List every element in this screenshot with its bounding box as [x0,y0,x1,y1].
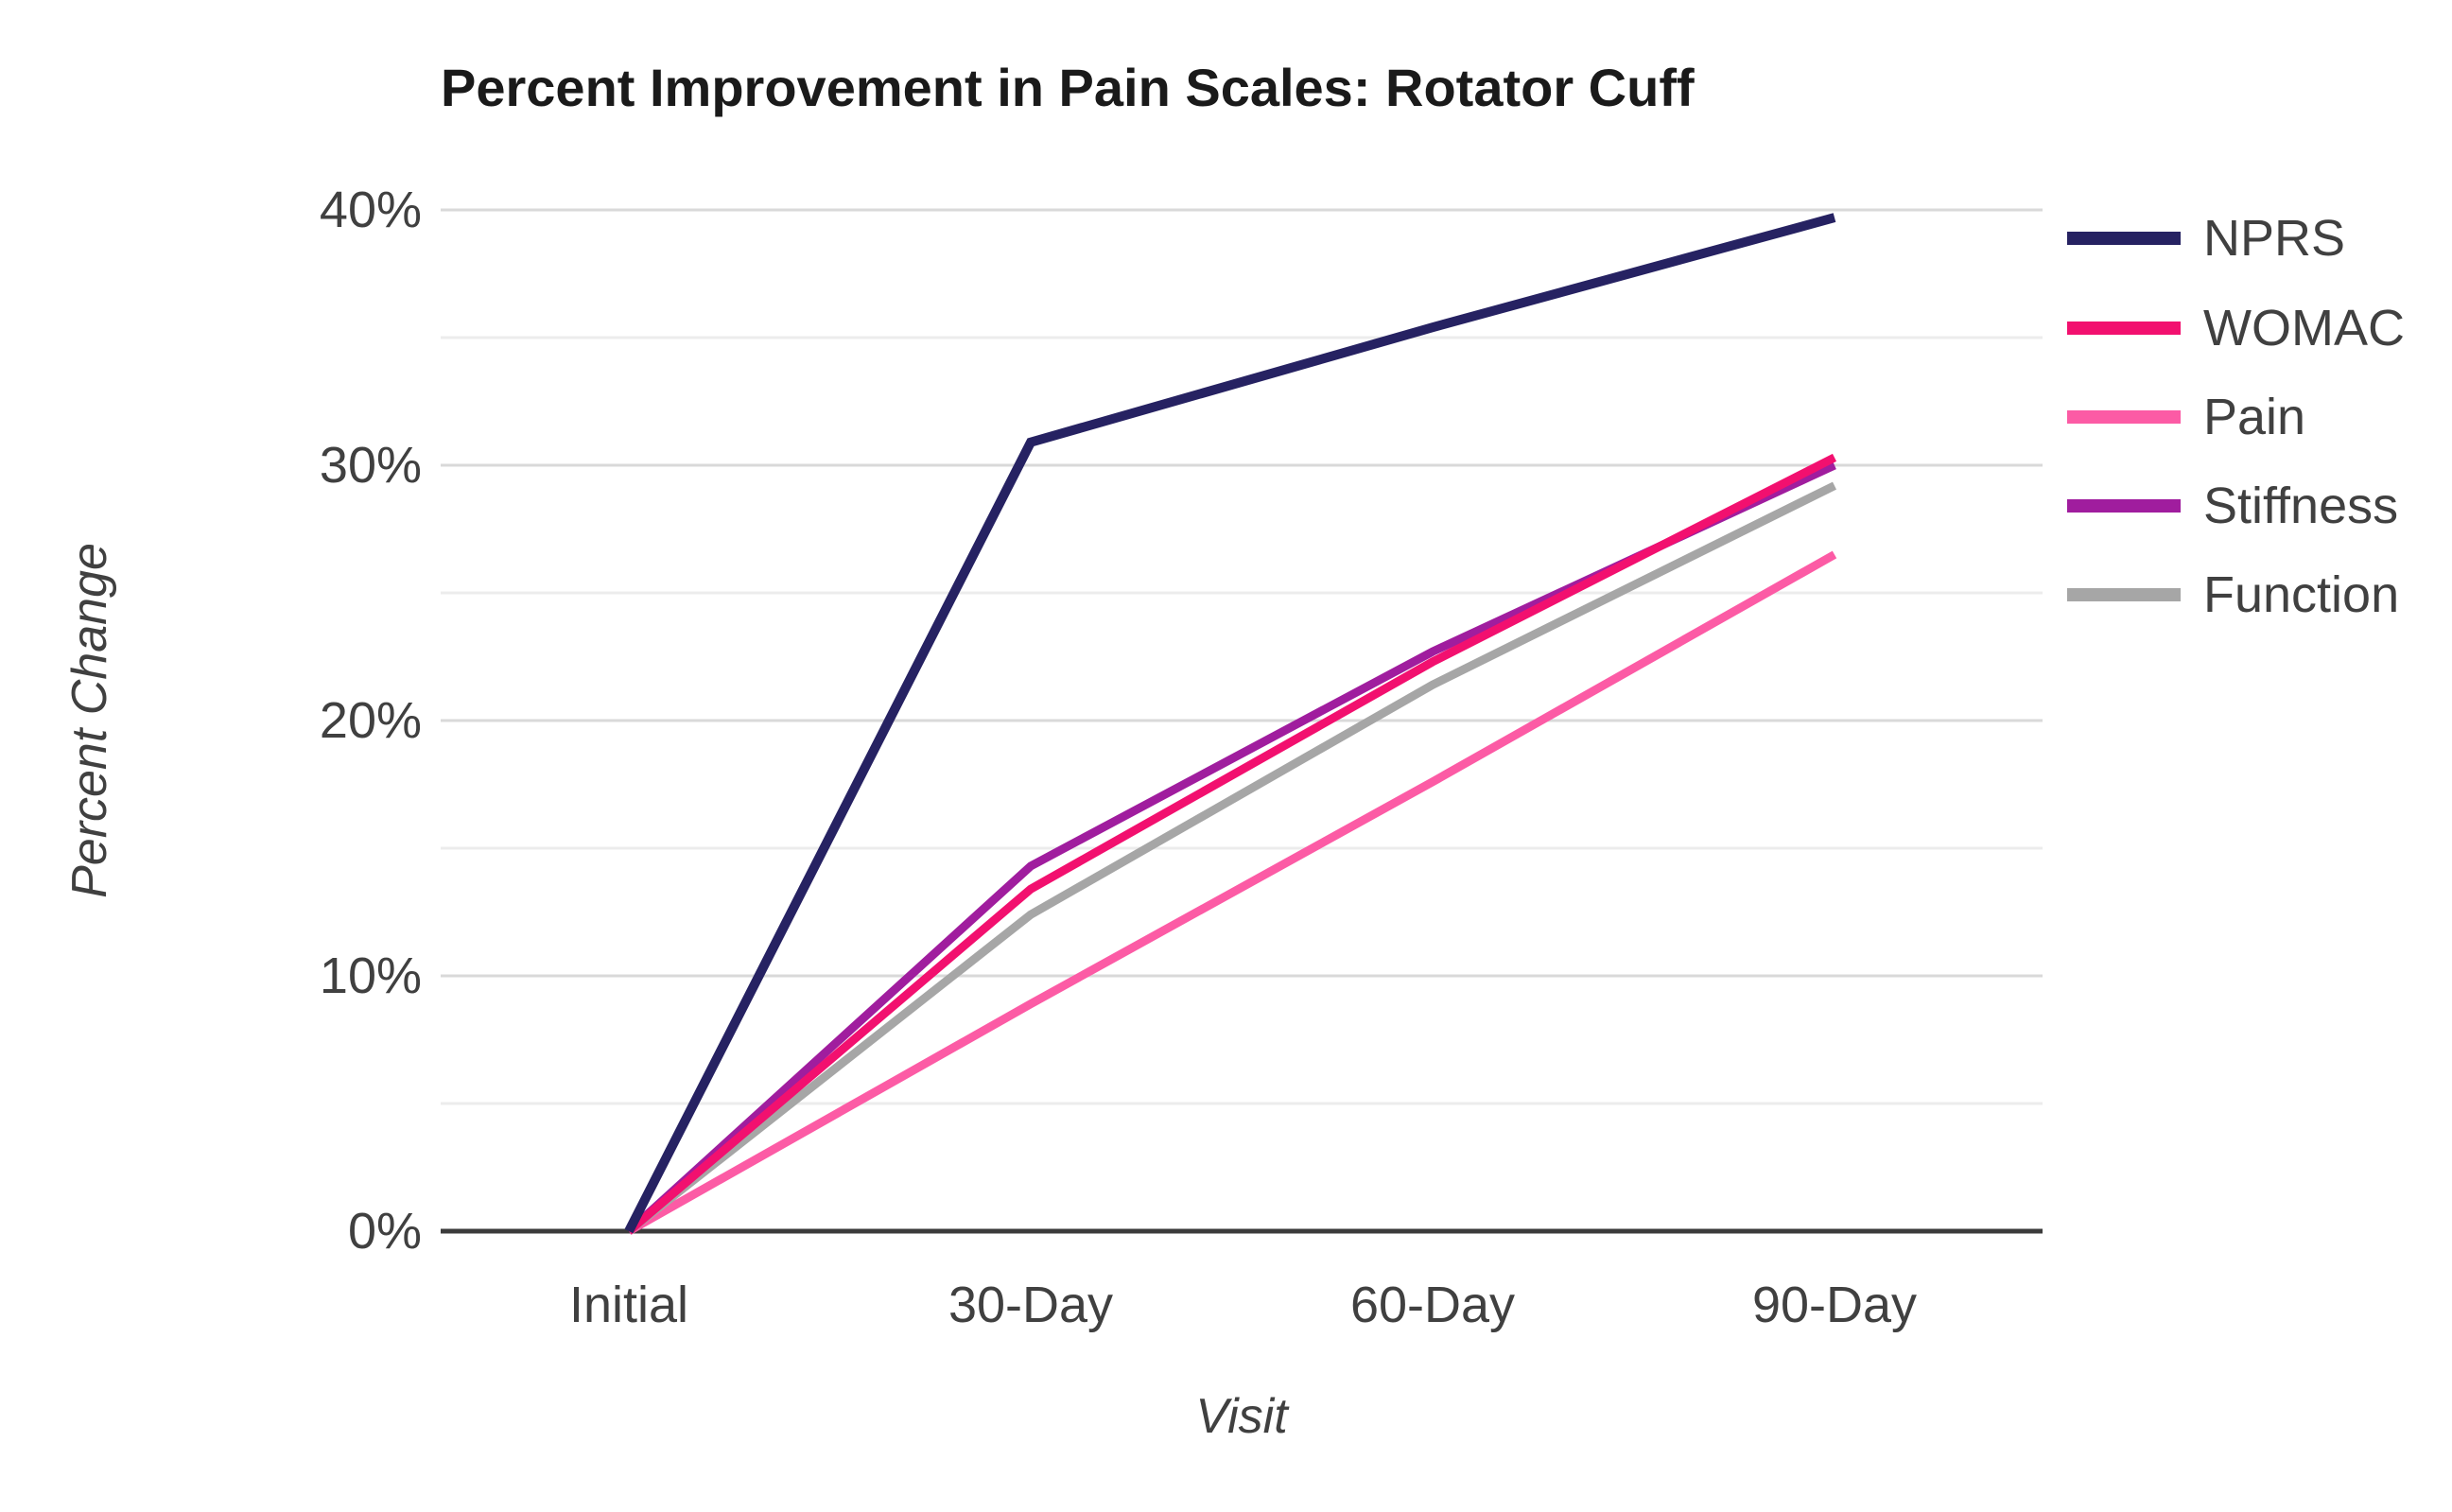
legend-item-pain: Pain [2067,389,2305,445]
y-tick-label: 40% [320,182,422,238]
legend-item-womac: WOMAC [2067,300,2405,356]
y-tick-label: 10% [320,947,422,1004]
chart-title: Percent Improvement in Pain Scales: Rota… [441,58,1695,117]
x-tick-label: 90-Day [1752,1277,1917,1333]
legend-label-pain: Pain [2203,389,2305,445]
x-axis-tick-labels: Initial 30-Day 60-Day 90-Day [569,1277,1917,1333]
gridlines [441,208,2043,1105]
series-line-pain [626,550,1837,1235]
legend-label-nprs: NPRS [2203,210,2345,267]
series-line-function [626,481,1836,1235]
legend-item-stiffness: Stiffness [2067,478,2398,534]
y-tick-label: 20% [320,692,422,749]
legend-item-nprs: NPRS [2067,210,2345,267]
data-series-lines [624,213,1837,1235]
y-tick-label: 0% [348,1203,422,1260]
y-axis-tick-labels: 0% 10% 20% 30% 40% [320,182,422,1260]
series-line-nprs [624,213,1836,1234]
y-tick-label: 30% [320,437,422,494]
series-line-womac [626,453,1837,1235]
x-tick-label: 30-Day [948,1277,1113,1333]
legend-item-function: Function [2067,566,2399,623]
x-axis-title: Visit [1195,1389,1290,1444]
x-tick-label: Initial [569,1277,688,1333]
legend-label-function: Function [2203,566,2399,623]
legend-label-stiffness: Stiffness [2203,478,2398,534]
legend-label-womac: WOMAC [2203,300,2405,356]
legend: NPRS WOMAC Pain Stiffness Function [2067,210,2405,623]
y-axis-title: Percent Change [62,543,117,898]
x-tick-label: 60-Day [1350,1277,1515,1333]
